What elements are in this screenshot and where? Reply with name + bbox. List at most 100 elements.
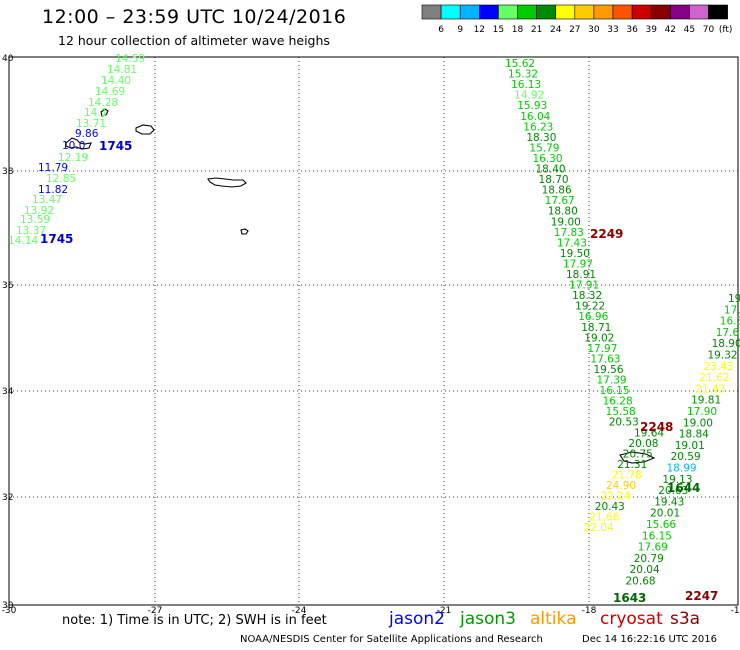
swh-value: 17.83 [554, 227, 584, 239]
map-subtitle: 12 hour collection of altimeter wave hei… [58, 33, 330, 48]
swh-value: 20.01 [650, 508, 680, 520]
swh-value: 18.84 [679, 429, 709, 441]
longitude-tick-label: -15 [731, 606, 740, 616]
pass-time-label: 2249 [590, 227, 623, 241]
generation-timestamp: Dec 14 16:22:16 UTC 2016 [582, 634, 717, 645]
pass-time-label: 2247 [685, 589, 718, 603]
swh-value: 20.68 [626, 576, 656, 588]
color-legend: 6 9 12 15 18 21 24 27 30 33 36 39 42 45 70 (ft) [421, 4, 733, 35]
swh-value: 17.39 [597, 375, 627, 387]
swh-value: 17.69 [638, 542, 668, 554]
swh-value: 17.97 [587, 343, 617, 355]
island-outline [207, 177, 247, 188]
longitude-tick-label: -18 [582, 606, 597, 616]
satellite-label-jason2: jason2 [389, 609, 445, 629]
swh-value: 18.70 [539, 174, 569, 186]
swh-value: 18.91 [566, 269, 596, 281]
pass-time-label: 1644 [667, 481, 700, 495]
swh-value: 20.08 [628, 438, 658, 450]
latitude-tick-label: 32 [2, 493, 13, 503]
swh-value: 18.90 [712, 338, 740, 350]
legend-bin-label: 39 [645, 25, 657, 35]
swh-value: 20.63 [658, 485, 688, 497]
pass-time-label: 2248 [640, 420, 673, 434]
swh-value: 19.64 [634, 427, 664, 439]
island-outline [100, 108, 109, 117]
swh-value: 19 [728, 293, 740, 305]
legend-bin-label: 24 [550, 25, 562, 35]
swh-value: 20.75 [623, 448, 653, 460]
swh-value: 21.62 [699, 372, 729, 384]
footnote: note: 1) Time is in UTC; 2) SWH is in fe… [62, 613, 327, 628]
swh-value: 17.43 [557, 237, 587, 249]
swh-value: 16.28 [603, 396, 633, 408]
swh-value: 10.0 [62, 140, 85, 152]
swh-value: 17.6 [724, 304, 740, 316]
swh-value: 9.86 [75, 128, 99, 140]
swh-value: 13.37 [16, 225, 46, 237]
longitude-tick-label: -21 [437, 606, 452, 616]
swh-value: 21.78 [612, 469, 642, 481]
longitude-tick-label: -30 [2, 606, 17, 616]
legend-swatch [708, 4, 728, 20]
legend-bin-label: 15 [493, 25, 504, 35]
swh-value: 16.04 [520, 111, 550, 123]
map-frame [8, 56, 739, 606]
swh-value: 24.90 [606, 480, 636, 492]
swh-value: 14.81 [107, 64, 137, 76]
latitude-tick-label: 40 [2, 54, 14, 64]
altimeter-tracks: 14.5914.8114.4014.6914.2814.113.719.8610… [8, 53, 740, 605]
legend-bin-label: 21 [531, 25, 542, 35]
swh-value: 19.50 [560, 248, 590, 260]
swh-value: 23.43 [703, 361, 733, 373]
legend-bin-label: 9 [457, 25, 463, 35]
swh-value: 19.00 [551, 216, 581, 228]
swh-value: 19.56 [593, 364, 623, 376]
pass-time-label: 1745 [99, 139, 132, 153]
legend-bin-label: 33 [607, 25, 618, 35]
island-outline [240, 228, 249, 235]
swh-value: 20.53 [609, 417, 639, 429]
swh-value: 14.28 [88, 97, 118, 109]
satellite-label-jason3: jason3 [460, 609, 516, 629]
legend-bin-label: 18 [512, 25, 524, 35]
island-outline [619, 451, 656, 464]
satellite-label-cryosat: cryosat [600, 609, 663, 629]
island-outline [65, 137, 92, 150]
swh-value: 16.96 [578, 311, 608, 323]
swh-value: 19.02 [584, 332, 614, 344]
swh-value: 12.85 [46, 173, 76, 185]
credit-line: NOAA/NESDIS Center for Satellite Applica… [240, 634, 543, 645]
longitude-tick-label: -24 [292, 606, 307, 616]
swh-value: 18.99 [667, 463, 697, 475]
swh-value: 20.04 [630, 564, 660, 576]
swh-value: 14.1 [84, 107, 107, 119]
island-outlines [65, 108, 656, 464]
swh-value: 15.58 [606, 406, 636, 418]
swh-value: 20.79 [634, 553, 664, 565]
swh-value: 18.30 [526, 132, 556, 144]
legend-unit: (ft) [719, 25, 733, 35]
swh-value: 15.93 [517, 100, 547, 112]
map-title: 12:00 – 23:59 UTC 10/24/2016 [42, 6, 347, 28]
latitude-tick-label: 34 [2, 387, 14, 397]
swh-value: 17.63 [590, 353, 620, 365]
swh-value: 16.23 [523, 121, 553, 133]
swh-value: 21.43 [695, 383, 725, 395]
swh-value: 21.66 [589, 512, 619, 524]
swh-value: 13.47 [32, 194, 62, 206]
grid-lines [9, 57, 738, 605]
swh-value: 20.43 [595, 501, 625, 513]
swh-value: 13.71 [76, 118, 106, 130]
swh-value: 18.86 [542, 185, 572, 197]
swh-value: 11.82 [38, 184, 68, 196]
swh-value: 13.59 [20, 214, 50, 226]
swh-value: 14.14 [8, 235, 38, 247]
swh-value: 17.91 [569, 280, 599, 292]
legend-bin-label: 45 [684, 25, 695, 35]
longitude-tick-label: -27 [148, 606, 163, 616]
legend-bin-label: 30 [588, 25, 600, 35]
swh-value: 19.43 [654, 496, 684, 508]
swh-value: 17.90 [687, 406, 717, 418]
